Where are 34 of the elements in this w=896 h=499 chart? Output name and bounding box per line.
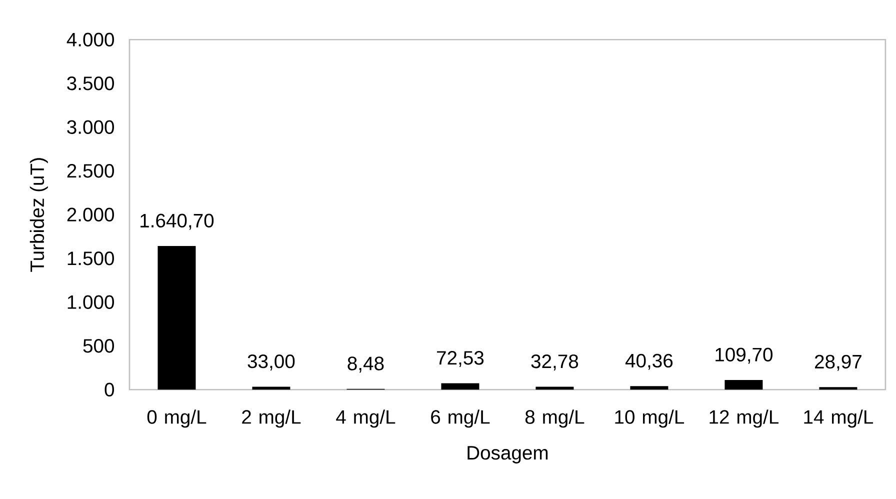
bar (441, 383, 480, 390)
x-tick-label: 6 mg/L (431, 410, 490, 428)
bar (630, 386, 668, 390)
x-tick-label: 0 mg/L (147, 410, 206, 428)
y-tick-label: 3.000 (67, 120, 114, 134)
x-tick-label: 2 mg/L (242, 410, 301, 428)
data-label: 72,53 (437, 351, 484, 367)
data-label: 109,70 (716, 348, 773, 364)
x-tick-label: 12 mg/L (710, 410, 779, 428)
data-label: 33,00 (248, 354, 295, 370)
data-label: 40,36 (625, 354, 673, 370)
y-axis-title: Turbidez (uT) (30, 158, 48, 272)
y-tick-label: 4.000 (66, 32, 114, 46)
x-tick-label: 8 mg/L (525, 410, 584, 428)
y-tick-label: 1.000 (68, 295, 114, 309)
y-tick-label: 500 (83, 339, 114, 353)
x-tick-label: 10 mg/L (615, 410, 684, 428)
y-tick-label: 2.000 (67, 208, 114, 222)
bar (819, 387, 858, 390)
x-tick-label: 14 mg/L (804, 410, 874, 428)
bar (252, 386, 290, 390)
bar (158, 246, 196, 390)
y-tick-label: 0 (104, 382, 114, 396)
y-tick-label: 1.500 (68, 252, 114, 266)
y-tick-label: 3.500 (67, 76, 114, 90)
data-label: 28,97 (814, 354, 862, 371)
y-tick-label: 2.500 (67, 164, 114, 178)
data-label: 32,78 (531, 354, 578, 370)
x-axis-title: Dosagem (468, 446, 548, 464)
data-label: 8,48 (348, 356, 384, 373)
bar (724, 380, 763, 390)
data-label: 1.640,70 (140, 214, 214, 230)
bar (536, 386, 574, 390)
x-tick-label: 4 mg/L (336, 410, 396, 428)
